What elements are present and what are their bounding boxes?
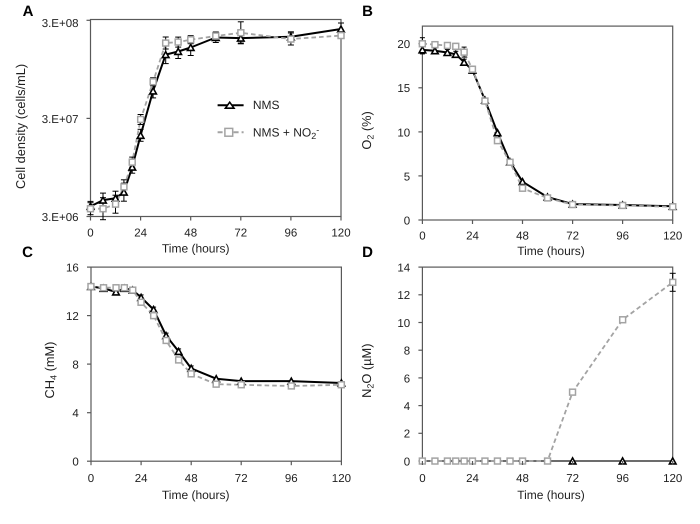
svg-text:12: 12 [66,311,79,323]
svg-text:24: 24 [466,231,479,243]
svg-text:48: 48 [516,231,529,243]
svg-text:48: 48 [184,227,197,239]
svg-text:120: 120 [663,473,682,485]
svg-text:3.E+07: 3.E+07 [42,114,79,126]
svg-text:NMS + NO2-: NMS + NO2- [253,125,319,141]
svg-text:72: 72 [566,473,579,485]
svg-text:48: 48 [185,473,198,485]
svg-text:Time (hours): Time (hours) [162,488,230,502]
svg-text:72: 72 [235,473,248,485]
svg-text:4: 4 [72,408,79,420]
svg-text:24: 24 [134,227,147,239]
svg-text:D: D [362,244,373,261]
svg-text:120: 120 [331,227,350,239]
svg-text:CH4 (mM): CH4 (mM) [42,342,59,399]
svg-text:C: C [22,244,33,261]
svg-text:8: 8 [404,346,410,358]
svg-text:A: A [23,3,34,20]
svg-text:15: 15 [397,83,410,95]
svg-text:3.E+06: 3.E+06 [42,212,79,224]
svg-text:4: 4 [404,401,411,413]
svg-text:2: 2 [404,429,410,441]
svg-text:B: B [362,3,373,20]
svg-text:96: 96 [616,231,629,243]
svg-text:14: 14 [397,263,410,275]
svg-text:0: 0 [88,473,94,485]
svg-text:O2 (%): O2 (%) [359,111,376,149]
svg-text:20: 20 [397,39,410,51]
svg-text:Time (hours): Time (hours) [517,244,585,258]
svg-text:0: 0 [72,457,78,469]
svg-text:96: 96 [285,227,298,239]
svg-text:120: 120 [663,231,682,243]
svg-text:0: 0 [87,227,93,239]
svg-text:96: 96 [285,473,298,485]
svg-text:0: 0 [419,473,425,485]
svg-text:72: 72 [566,231,579,243]
svg-text:96: 96 [616,473,629,485]
svg-text:NMS: NMS [253,98,280,112]
svg-text:8: 8 [72,360,78,372]
svg-text:16: 16 [66,263,79,275]
svg-text:10: 10 [397,318,410,330]
svg-text:24: 24 [135,473,148,485]
svg-text:Cell density (cells/mL): Cell density (cells/mL) [13,64,28,189]
svg-text:0: 0 [419,231,425,243]
svg-text:120: 120 [332,473,351,485]
svg-text:24: 24 [466,473,479,485]
svg-text:3.E+08: 3.E+08 [42,18,79,30]
svg-text:48: 48 [516,473,529,485]
svg-text:Time (hours): Time (hours) [162,242,230,256]
svg-text:N2O (µM): N2O (µM) [359,344,376,398]
svg-text:Time (hours): Time (hours) [517,488,585,502]
svg-text:12: 12 [397,290,410,302]
svg-text:72: 72 [234,227,247,239]
svg-text:6: 6 [404,373,410,385]
svg-text:0: 0 [404,456,410,468]
svg-text:10: 10 [397,127,410,139]
svg-text:0: 0 [404,215,410,227]
svg-text:5: 5 [404,171,410,183]
